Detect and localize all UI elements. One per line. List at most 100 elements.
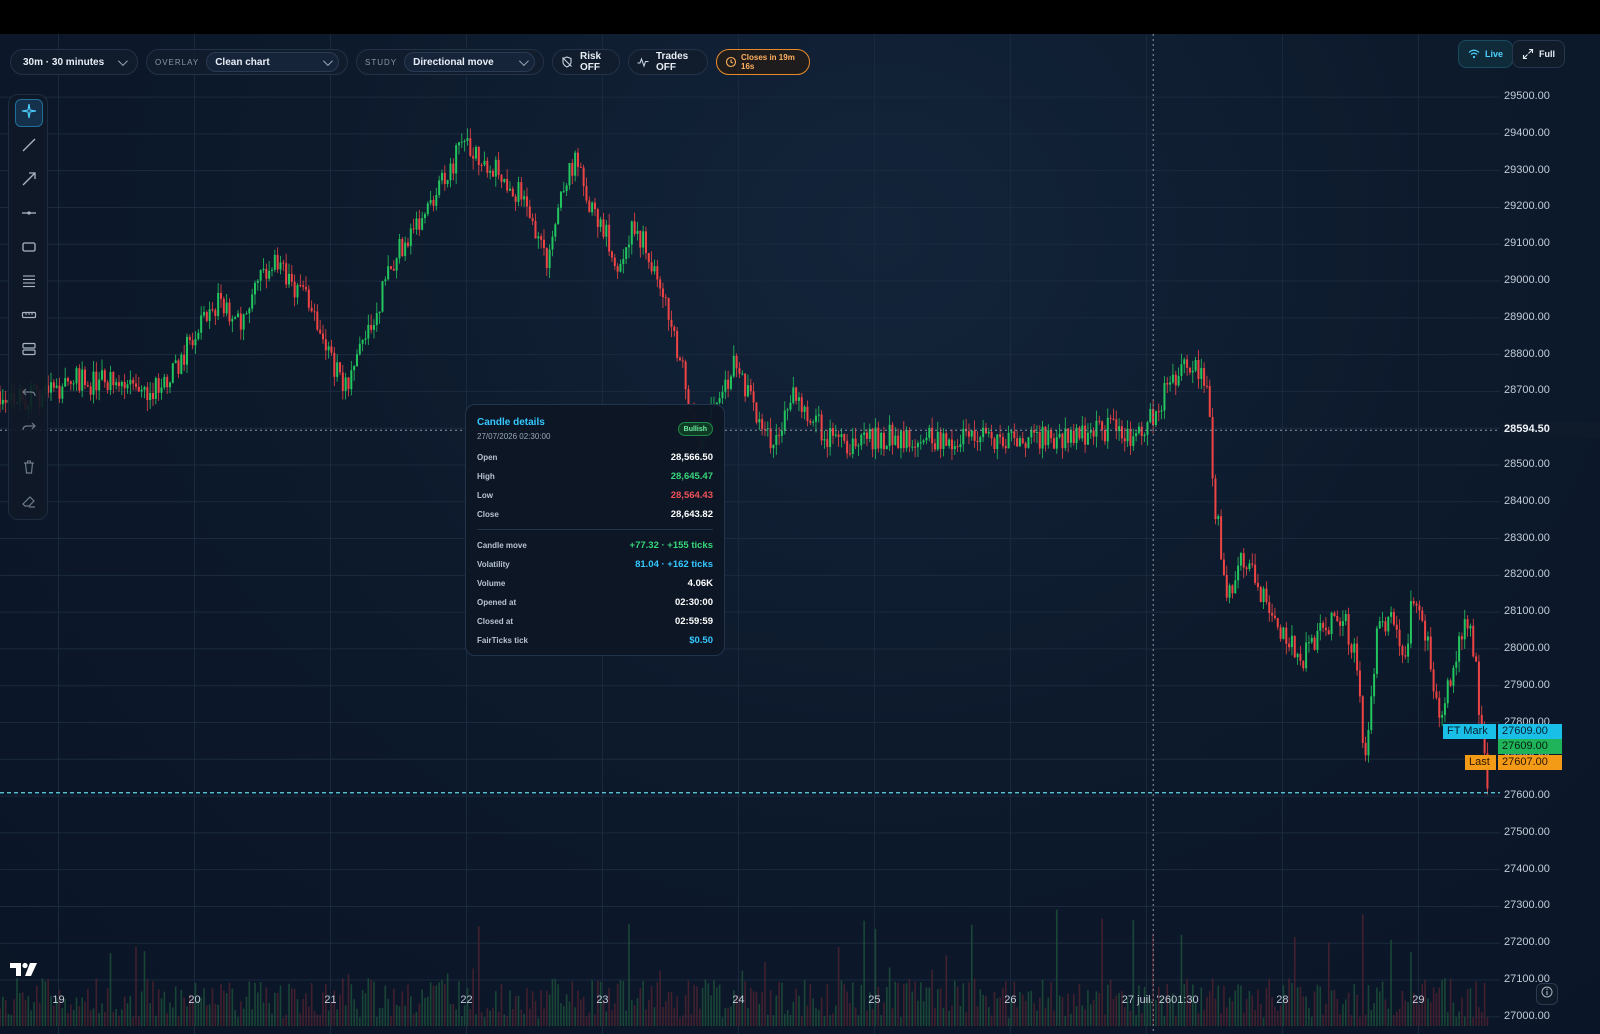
volume-bar	[217, 1004, 219, 1026]
volume-bar	[1483, 982, 1486, 1026]
eraser-icon	[21, 493, 37, 514]
candle	[1285, 621, 1288, 655]
volume-bar	[1310, 1016, 1313, 1026]
trades-toggle[interactable]: Trades OFF	[628, 49, 708, 75]
volume-bar	[1325, 1003, 1327, 1026]
candle	[948, 438, 951, 449]
volume-bar	[1169, 996, 1171, 1026]
volume-bar	[53, 1005, 55, 1026]
volume-bar	[1186, 978, 1188, 1026]
volume-bar	[1466, 989, 1469, 1026]
volume-bar	[1126, 997, 1129, 1026]
candle	[69, 380, 72, 391]
chart-info-button[interactable]	[1536, 983, 1558, 1005]
candle	[746, 374, 749, 398]
interval-select[interactable]: 30m · 30 minutes	[10, 49, 138, 75]
tooltip-row: Close 28,643.82	[477, 507, 713, 521]
redo-button[interactable]	[15, 414, 43, 442]
candle	[438, 175, 441, 198]
volume-bar	[571, 981, 574, 1026]
volume-bar	[1010, 999, 1013, 1026]
study-select[interactable]: Directional move	[404, 52, 535, 72]
volume-bar	[880, 1015, 882, 1026]
risk-toggle[interactable]: Risk OFF	[552, 49, 620, 75]
candle	[1477, 654, 1480, 725]
volume-bar	[713, 980, 715, 1026]
volume-bar	[1410, 952, 1412, 1026]
candle	[1469, 623, 1472, 637]
candle	[171, 362, 174, 384]
price-tick-label: 28200.00	[1504, 568, 1550, 581]
volume-bar	[701, 987, 704, 1026]
candle	[605, 219, 608, 247]
ray-tool[interactable]	[15, 167, 43, 195]
volume-bar	[1486, 1016, 1489, 1026]
candle	[936, 421, 939, 452]
candle	[608, 213, 611, 256]
crosshair-tool[interactable]	[15, 99, 43, 127]
price-chart[interactable]	[0, 34, 1600, 1034]
candle	[202, 306, 205, 318]
volume-bar	[962, 983, 965, 1026]
volume-bar	[24, 999, 27, 1026]
candle	[540, 233, 543, 249]
overlay-label: OVERLAY	[155, 57, 200, 67]
horizontal-line-tool[interactable]	[15, 201, 43, 229]
candle	[384, 276, 387, 286]
volume-bar	[645, 1009, 647, 1026]
volume-bar	[1081, 1005, 1084, 1026]
volume-bar	[1140, 1013, 1143, 1026]
study-group: STUDY Directional move	[356, 49, 544, 75]
candle	[1089, 422, 1092, 439]
candle	[205, 310, 208, 323]
volume-bar	[138, 1016, 140, 1026]
live-button[interactable]: Live	[1458, 40, 1514, 68]
trades-label: Trades OFF	[656, 51, 689, 73]
candle	[741, 370, 744, 376]
clock-icon	[725, 56, 737, 68]
candle	[1103, 425, 1106, 445]
rectangle-tool[interactable]	[15, 235, 43, 263]
eraser-button[interactable]	[15, 489, 43, 517]
candle	[1271, 603, 1274, 623]
candle	[545, 247, 548, 276]
candle	[423, 212, 426, 224]
volume-bar	[914, 981, 916, 1026]
volume-bar	[483, 1017, 486, 1026]
volume-bar	[1166, 984, 1169, 1026]
volume-bar	[993, 991, 996, 1026]
volume-bar	[33, 1002, 35, 1026]
volume-bar	[568, 1001, 571, 1026]
trend-line-tool[interactable]	[15, 133, 43, 161]
candle	[967, 423, 970, 445]
price-tick-label: 28100.00	[1504, 605, 1550, 618]
volume-bar	[560, 1003, 562, 1026]
volume-bar	[469, 1008, 472, 1026]
fullscreen-button[interactable]: Full	[1512, 40, 1565, 68]
volume-bar	[1030, 990, 1033, 1026]
volume-bar	[146, 979, 149, 1026]
layout-tool[interactable]	[15, 337, 43, 365]
ft-mark-price: 27609.00	[1498, 724, 1562, 739]
delete-button[interactable]	[15, 455, 43, 483]
undo-button[interactable]	[15, 380, 43, 408]
candle	[642, 225, 645, 255]
volume-bar	[1344, 999, 1347, 1026]
candle	[115, 378, 118, 390]
candle	[1245, 565, 1248, 576]
volume-bar	[1438, 987, 1441, 1026]
fib-tool[interactable]	[15, 269, 43, 297]
candle	[208, 301, 211, 329]
candle	[409, 223, 412, 255]
volume-bar	[724, 1008, 727, 1026]
candle	[789, 395, 792, 412]
chevron-down-icon	[117, 55, 128, 66]
overlay-select[interactable]: Clean chart	[206, 52, 339, 72]
candle	[1435, 683, 1438, 700]
measure-tool[interactable]	[15, 303, 43, 331]
chart-area[interactable]: 29500.00 29400.00 29300.00 29200.00 29100.00…	[0, 34, 1600, 1034]
candle	[826, 429, 829, 458]
candle	[511, 186, 514, 197]
interval-dropdown[interactable]: 30m · 30 minutes	[19, 52, 129, 72]
volume-bar	[152, 981, 154, 1026]
